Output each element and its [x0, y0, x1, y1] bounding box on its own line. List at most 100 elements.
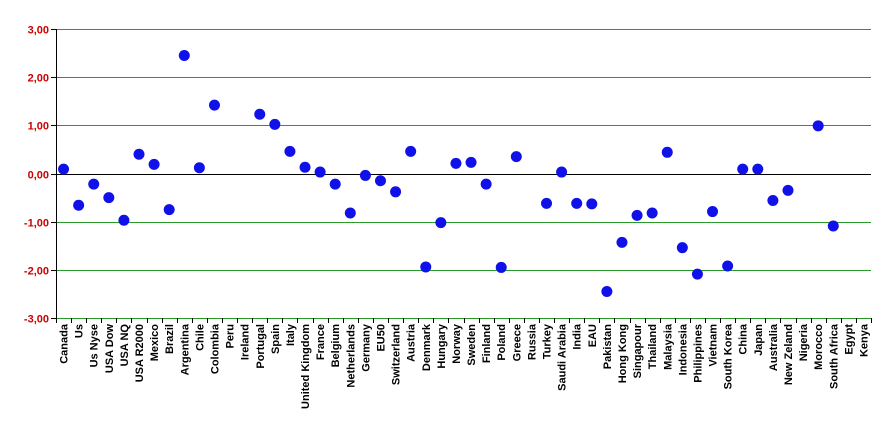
x-tick-label: Malaysia — [662, 323, 674, 370]
y-tick-label: -3,00 — [24, 314, 49, 326]
x-tick-label: Japan — [753, 324, 765, 356]
x-tick-label: Austria — [406, 323, 418, 362]
data-point — [359, 169, 371, 181]
data-point — [284, 145, 296, 157]
data-point — [480, 178, 492, 190]
data-point — [344, 207, 356, 219]
x-tick-label: Poland — [496, 324, 508, 361]
data-point — [435, 217, 447, 229]
y-tick-label: 2,00 — [28, 73, 49, 85]
data-point — [163, 204, 175, 216]
data-point — [299, 161, 311, 173]
x-tick-label: Russia — [526, 323, 538, 360]
x-tick-label: Kenya — [858, 323, 870, 357]
data-point — [601, 286, 613, 298]
x-tick-label: Hungary — [436, 323, 448, 369]
data-point — [329, 178, 341, 190]
data-point — [465, 156, 477, 168]
y-tick-label: 0,00 — [28, 170, 49, 182]
data-point — [510, 151, 522, 163]
x-tick-label: Vietnam — [708, 324, 720, 367]
x-tick-label: Turkey — [542, 323, 554, 359]
x-tick-label: Germany — [360, 323, 372, 372]
data-point — [616, 236, 628, 248]
data-point — [676, 242, 688, 254]
x-tick-label: Switzerland — [391, 324, 403, 385]
x-tick-label: USA Dow — [104, 324, 116, 374]
data-points — [58, 49, 839, 298]
x-tick-label: Pakistan — [602, 324, 614, 370]
data-point — [631, 209, 643, 221]
x-tick-label: Spain — [270, 324, 282, 354]
x-tick-label: Us Nyse — [89, 324, 101, 367]
x-tick-label: France — [315, 324, 327, 360]
gridlines — [56, 29, 871, 319]
x-tick-label: Saudi Arabia — [557, 323, 569, 391]
data-point — [541, 197, 553, 209]
data-point — [254, 108, 266, 120]
data-point — [208, 99, 220, 111]
x-tick-label: Egypt — [843, 324, 855, 355]
x-tick-label: Philippines — [692, 324, 704, 383]
data-point — [58, 163, 70, 175]
data-point — [722, 260, 734, 272]
data-point — [571, 197, 583, 209]
x-tick-label: Us — [74, 324, 86, 338]
x-tick-label: Colombia — [209, 323, 221, 374]
x-tick-label: Nigeria — [798, 323, 810, 361]
x-tick-label: Brazil — [164, 324, 176, 354]
data-point — [178, 49, 190, 61]
data-point — [420, 261, 432, 273]
y-tick-label: 3,00 — [28, 25, 49, 37]
data-point — [193, 162, 205, 174]
x-axis: Canada Us Us Nyse USA Dow USA NQ USA R2000 Mex… — [56, 318, 872, 409]
x-tick-label: South Korea — [723, 323, 735, 389]
x-tick-label: India — [572, 323, 584, 350]
x-tick-label: Denmark — [421, 323, 433, 371]
y-tick-label: -2,00 — [24, 266, 49, 278]
data-point — [390, 186, 402, 198]
data-point — [691, 268, 703, 280]
data-point — [73, 199, 85, 211]
data-point — [707, 206, 719, 218]
x-tick-label: USA R2000 — [134, 324, 146, 382]
data-point — [450, 157, 462, 169]
x-tick-label: Sweden — [466, 324, 478, 366]
x-tick-label: Morocco — [813, 324, 825, 370]
data-point — [737, 163, 749, 175]
data-point — [827, 220, 839, 232]
data-point — [782, 184, 794, 196]
x-tick-label: Italy — [285, 323, 297, 346]
y-tick-label: -1,00 — [24, 218, 49, 230]
x-tick-label: EU50 — [375, 324, 387, 352]
data-point — [646, 207, 658, 219]
x-tick-label: United Kingdom — [300, 324, 312, 409]
x-tick-label: Mexico — [149, 324, 161, 362]
x-tick-label: South Africa — [828, 323, 840, 389]
data-point — [88, 178, 100, 190]
x-tick-label: EAU — [587, 324, 599, 347]
x-tick-label: USA NQ — [119, 324, 131, 367]
x-tick-label: Chile — [194, 324, 206, 351]
x-tick-label: Hong Kong — [617, 324, 629, 383]
y-tick-label: 1,00 — [28, 121, 49, 133]
x-tick-label: Norway — [451, 323, 463, 364]
data-point — [133, 148, 145, 160]
data-point — [586, 198, 598, 210]
x-tick-label: Portugal — [255, 324, 267, 369]
data-point — [812, 120, 824, 132]
x-tick-label: Netherlands — [345, 324, 357, 388]
x-tick-label: Greece — [511, 324, 523, 361]
x-tick-label: Singapour — [632, 323, 644, 378]
y-axis: 3,00 2,00 1,00 0,00 -1,00 -2,00 -3,00 — [24, 25, 57, 326]
data-point — [752, 163, 764, 175]
x-tick-label: Canada — [59, 323, 71, 364]
x-tick-label: Indonesia — [677, 323, 689, 375]
x-tick-label: Australia — [768, 323, 780, 371]
data-point — [118, 214, 130, 226]
x-tick-label: Peru — [225, 324, 237, 348]
data-point — [148, 158, 160, 170]
data-point — [405, 145, 417, 157]
data-point — [767, 194, 779, 206]
